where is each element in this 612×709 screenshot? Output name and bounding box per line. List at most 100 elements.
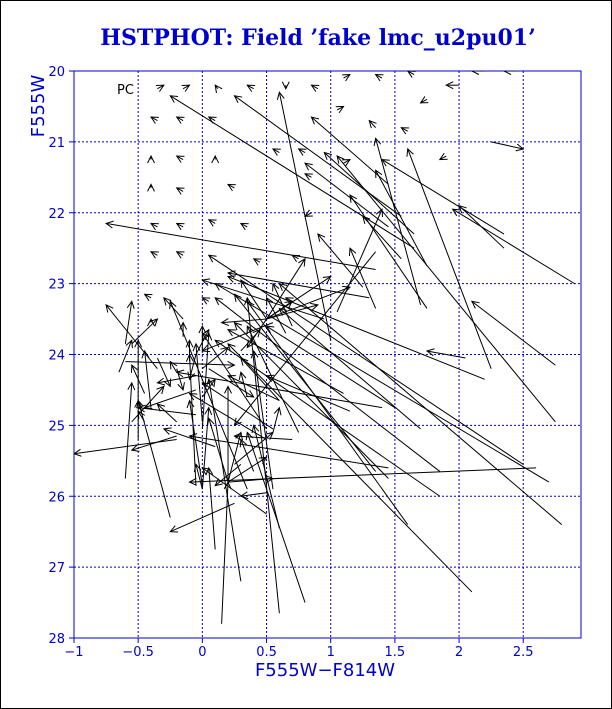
arrow-vector [220, 318, 267, 327]
arrow-vector [297, 148, 307, 156]
arrow-vector [201, 378, 216, 398]
arrow-vector [281, 81, 290, 90]
arrow-vector [266, 257, 306, 320]
arrow-vector [124, 381, 136, 479]
arrow-vector [179, 321, 188, 337]
arrow-vector [227, 456, 268, 483]
arrow-vector [118, 339, 133, 373]
x-tick-label: 0 [198, 645, 206, 660]
arrow-vector [175, 251, 185, 259]
y-tick-label: 23 [48, 278, 65, 293]
arrow-vector [156, 403, 178, 423]
arrow-vector [375, 169, 428, 267]
arrow-vector [233, 95, 402, 217]
arrow-vector [201, 467, 267, 515]
arrow-vector [246, 325, 300, 433]
y-tick-label: 22 [48, 207, 65, 222]
arrow-vector [105, 304, 158, 369]
arrow-vector [227, 183, 236, 192]
arrow-vector [201, 278, 325, 320]
arrow-vector [239, 438, 255, 472]
arrow-vector [198, 325, 207, 351]
arrow-vector [233, 293, 377, 472]
y-tick-label: 28 [48, 632, 65, 647]
arrow-vector [185, 339, 194, 362]
arrow-vector [240, 357, 280, 401]
arrow-vector [272, 282, 293, 327]
y-axis-label: F555W [28, 75, 49, 138]
arrow-vector [147, 183, 155, 192]
arrow-vector [175, 187, 185, 195]
arrow-vector [130, 435, 177, 452]
arrow-vector [234, 431, 274, 465]
arrow-vector [368, 119, 377, 129]
y-tick-label: 25 [48, 419, 65, 434]
arrow-vector [181, 84, 191, 92]
arrow-vector [207, 219, 217, 227]
arrow-vector [214, 84, 223, 93]
arrow-vector [250, 349, 274, 490]
arrow-vector [276, 91, 332, 341]
arrow-vector [143, 389, 197, 410]
y-tick-label: 24 [48, 349, 65, 364]
arrow-vector [265, 325, 396, 409]
arrow-vector [169, 95, 415, 249]
arrow-vectors [74, 71, 575, 624]
arrow-vector [266, 275, 332, 320]
arrow-vector [491, 141, 525, 152]
arrow-vector [342, 74, 351, 82]
arrow-vector [211, 154, 220, 164]
arrow-vector [104, 220, 376, 270]
arrow-vector [335, 105, 345, 114]
y-tick-label: 27 [48, 561, 65, 576]
arrow-vector [336, 155, 556, 423]
x-tick-label: 1.5 [385, 645, 406, 660]
arrow-vector [240, 279, 267, 320]
arrow-vector [271, 148, 281, 156]
arrow-vector [272, 406, 282, 433]
arrow-vector [147, 154, 155, 164]
arrow-vector [156, 357, 172, 388]
x-tick-label: 0.5 [256, 645, 277, 660]
arrow-vector [169, 502, 235, 533]
arrow-vector [134, 339, 143, 401]
arrow-vector [349, 194, 428, 309]
arrow-vector [252, 258, 262, 266]
arrow-vector [143, 293, 153, 301]
arrow-vector [310, 84, 320, 92]
arrow-vector [244, 296, 280, 614]
arrow-vector [227, 431, 243, 483]
arrow-vector [278, 282, 563, 525]
arrow-vector [304, 162, 389, 228]
arrow-vector [251, 424, 280, 529]
arrow-vector [207, 254, 524, 465]
arrow-vector [224, 385, 232, 483]
arrow-vector [245, 431, 306, 603]
grid-lines [74, 71, 581, 638]
x-tick-label: 2 [455, 645, 463, 660]
arrow-vector [188, 467, 537, 486]
arrow-vector [130, 364, 146, 394]
arrow-vector [202, 346, 229, 370]
axis-ticks: −1 −0.5 0 0.5 1 1.5 2 2.5 20 21 22 23 24 25 26 27 28 [48, 65, 533, 660]
arrow-vector [342, 159, 351, 167]
arrow-vector [150, 251, 159, 259]
arrow-vector [169, 360, 178, 373]
arrow-vector [163, 296, 184, 320]
arrow-vector [381, 159, 505, 235]
arrow-vector [175, 222, 185, 231]
arrow-vector [186, 399, 203, 486]
arrow-vector [266, 302, 319, 320]
arrow-vector [156, 84, 165, 92]
arrow-vector [304, 173, 313, 181]
y-tick-label: 21 [48, 136, 65, 151]
arrow-vector [125, 360, 236, 369]
arrow-vector [175, 116, 185, 124]
chart-title: HSTPHOT: Field ’fake lmc_u2pu01’ [100, 25, 536, 51]
arrow-vector [227, 375, 280, 402]
arrow-vector [471, 300, 556, 366]
x-tick-label: 1 [327, 645, 335, 660]
arrow-vector [336, 208, 383, 313]
arrow-vector [373, 137, 422, 306]
